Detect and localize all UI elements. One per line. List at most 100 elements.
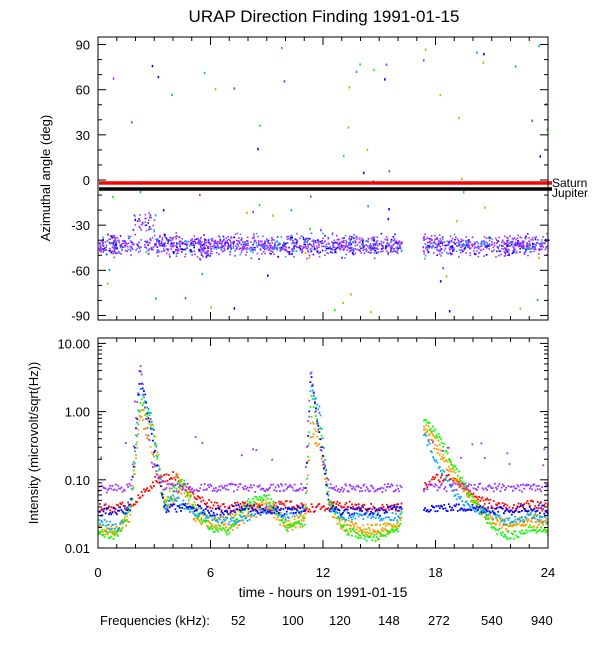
intensity-point [127,485,130,488]
intensity-point [314,400,316,403]
intensity-point [176,481,179,484]
intensity-point [113,532,116,535]
azimuth-point [464,246,467,249]
azimuth-point [262,247,265,250]
intensity-point [307,455,310,458]
azimuth-point [139,249,142,252]
intensity-point [212,525,215,528]
intensity-point [333,501,335,504]
intensity-point [158,468,161,471]
azimuth-point [488,245,491,247]
azimuth-point [110,235,113,238]
intensity-point [508,517,511,520]
azimuth-point [278,246,281,249]
intensity-point [454,471,457,474]
intensity-point [131,498,134,501]
intensity-point [176,492,179,495]
intensity-point [453,481,456,483]
intensity-point [140,398,143,401]
azimuth-point [144,217,147,220]
intensity-point [121,521,124,523]
azimuth-point [266,244,269,247]
azimuth-point [515,238,517,241]
intensity-point [195,488,198,491]
intensity-point [387,483,389,485]
intensity-point [98,531,100,534]
intensity-point [292,525,295,527]
azimuth-point [446,244,448,247]
azimuth-point [477,242,480,245]
intensity-point [339,513,342,516]
intensity-point [445,509,448,512]
intensity-point [429,450,432,453]
x-axis-label: time - hours on 1991-01-15 [239,584,408,600]
intensity-point [479,500,482,502]
azimuth-point [271,247,273,249]
intensity-point [253,484,256,487]
intensity-point [120,529,123,532]
azimuth-point [375,243,378,245]
azimuth-point [173,241,175,244]
azimuth-point [431,246,433,248]
intensity-point [360,507,362,509]
azimuth-point [385,243,388,246]
intensity-point [153,435,155,438]
intensity-point [495,529,497,531]
intensity-point [370,517,373,520]
intensity-point [107,488,109,491]
azimuth-point [201,247,204,250]
intensity-point [324,478,326,480]
intensity-point [513,511,515,514]
azimuth-point [380,250,382,253]
intensity-point [174,484,177,486]
intensity-point [116,503,118,506]
intensity-point [186,491,189,494]
azimuth-point [158,242,160,244]
intensity-point [442,453,445,456]
azimuth-point [240,251,243,254]
intensity-point [491,526,494,529]
intensity-point [227,529,230,532]
intensity-point [478,512,481,515]
azimuth-point [487,244,490,246]
intensity-point [424,507,427,510]
intensity-point [262,511,265,514]
intensity-point [463,489,466,492]
intensity-point [486,514,488,517]
intensity-point [281,514,284,517]
azimuth-point [462,239,465,242]
intensity-point [227,513,230,516]
intensity-point [145,433,148,436]
intensity-point [499,518,502,521]
intensity-point [489,485,492,488]
intensity-point [445,468,448,471]
azimuth-point [501,241,503,244]
azimuth-point [387,245,390,247]
intensity-point [458,470,460,473]
azimuth-point [106,282,109,285]
intensity-point [508,524,511,527]
intensity-point [122,511,125,514]
azimuth-point [246,240,249,242]
intensity-point [245,515,248,518]
azimuth-point [150,246,153,249]
intensity-point [234,522,236,525]
intensity-point [217,524,220,527]
intensity-point [229,524,232,527]
intensity-point [108,537,110,540]
intensity-point [327,494,330,497]
intensity-point [175,472,178,475]
azimuth-point [112,244,115,246]
intensity-point [150,421,153,423]
azimuth-point [259,124,261,128]
intensity-point [158,477,161,479]
intensity-point [202,509,205,512]
intensity-point [387,506,389,509]
intensity-point [174,476,177,479]
azimuth-point [485,237,488,240]
intensity-point [518,505,521,508]
azimuth-point [540,242,543,245]
intensity-point [173,486,176,489]
intensity-point [238,514,241,516]
intensity-point [530,499,532,502]
